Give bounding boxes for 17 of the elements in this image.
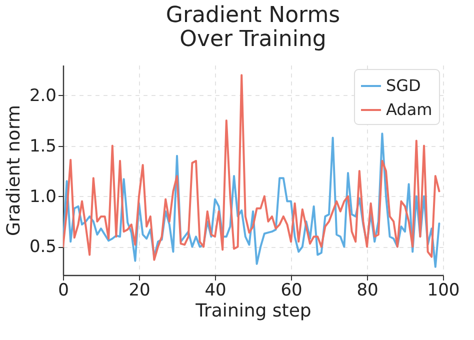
x-axis-title: Training step xyxy=(194,300,312,322)
line-series xyxy=(63,132,440,268)
x-tick-label: 60 xyxy=(280,280,302,300)
line-series xyxy=(63,74,440,261)
legend-label: SGD xyxy=(386,76,421,95)
y-axis-title: Gradient norm xyxy=(3,104,24,236)
x-tick-label: 40 xyxy=(204,280,226,300)
y-tick-label: 1.0 xyxy=(29,186,56,207)
y-tick-label: 2.0 xyxy=(29,86,56,106)
x-tick-label: 0 xyxy=(58,280,69,300)
chart-title: Gradient Norms Over Training xyxy=(166,3,340,52)
y-tick-label: 0.5 xyxy=(29,237,56,258)
legend-label: Adam xyxy=(386,100,432,119)
y-tick-label: 1.5 xyxy=(29,136,56,156)
x-tick-label: 80 xyxy=(356,280,378,300)
x-tick-label: 100 xyxy=(427,280,460,300)
x-tick-label: 20 xyxy=(128,280,150,300)
